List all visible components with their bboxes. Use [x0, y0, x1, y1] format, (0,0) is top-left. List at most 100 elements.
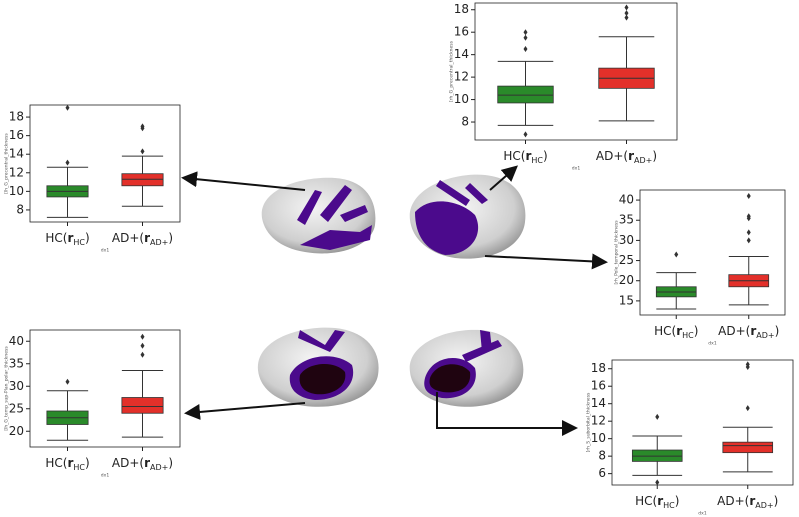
y-axis-label: [lh_G_temp_sup-Plan_polar_thickness: [4, 346, 10, 431]
outlier: [674, 251, 679, 258]
box-chart: 8 10 12 14 16 18 [rh_G_precentral_thickness HC(…: [449, 2, 678, 172]
outlier: [624, 10, 629, 17]
box: [722, 441, 774, 454]
y-tick-label: 30: [619, 233, 634, 247]
x-tick-label-part: r: [749, 494, 755, 508]
outlier: [746, 213, 751, 220]
x-tick-label-part: HC: [73, 238, 85, 247]
x-tick-label: HC(rHC): [654, 324, 698, 341]
y-tick-label: 25: [619, 253, 634, 267]
x-tick-label-part: r: [144, 231, 150, 245]
plot-frame: [29, 104, 181, 223]
x-axis-label: dx1: [708, 341, 717, 347]
y-tick-label: 14: [9, 147, 24, 161]
plot-frame: [29, 329, 181, 448]
x-tick-label: HC(rHC): [45, 456, 89, 473]
y-tick-label: 25: [9, 401, 24, 415]
outlier: [745, 361, 750, 368]
x-tick-label-part: ): [168, 231, 173, 245]
y-tick-label: 20: [9, 424, 24, 438]
y-tick-label: 10: [9, 184, 24, 198]
y-tick-label: 8: [461, 115, 469, 129]
outlier: [655, 479, 660, 486]
x-tick-label-part: ): [675, 494, 680, 508]
x-tick-label-part: ): [694, 324, 699, 338]
x-tick-label-part: AD+(: [112, 231, 144, 245]
outlier: [624, 14, 629, 21]
x-axis-label: dx1: [572, 166, 581, 172]
x-axis-label: dx1: [698, 511, 707, 517]
x-tick-label-part: ): [85, 456, 90, 470]
y-tick-label: 20: [619, 273, 634, 287]
x-tick-label-part: HC(: [654, 324, 676, 338]
arrow: [184, 402, 306, 420]
y-tick-label: 35: [9, 356, 24, 370]
x-tick-label-part: HC: [682, 331, 694, 340]
x-tick-label-part: ): [775, 324, 780, 338]
x-tick-label-part: AD+(: [596, 149, 628, 163]
x-tick-label-part: AD+: [756, 331, 774, 340]
y-axis-label: [lh_G_precentral_thickness: [4, 133, 10, 194]
brain-left-medial: [257, 327, 379, 407]
outlier: [655, 413, 660, 420]
x-tick-label-part: AD+: [634, 156, 652, 165]
y-axis-label: [rh_Pole_temporal_thickness: [614, 220, 620, 285]
outlier: [523, 131, 528, 138]
y-tick-label: 10: [591, 431, 606, 445]
brain-right-lateral: [409, 174, 526, 259]
outlier: [746, 237, 751, 244]
x-tick-label-part: AD+(: [718, 324, 750, 338]
outlier: [746, 193, 751, 200]
y-axis-label: [rh_G_precentral_thickness: [449, 40, 455, 102]
box-chart: 20 25 30 35 40[lh_G_temp_sup-Plan_polar_thic…: [4, 329, 181, 479]
y-tick-label: 18: [591, 361, 606, 375]
x-tick-label-part: AD+: [755, 501, 773, 510]
x-tick-label-part: AD+: [150, 238, 168, 247]
y-tick-label: 40: [9, 334, 24, 348]
outlier: [745, 405, 750, 412]
y-tick-label: 6: [598, 466, 606, 480]
x-tick-label: HC(rHC): [503, 149, 547, 166]
outlier: [140, 148, 145, 155]
y-tick-label: 16: [454, 25, 469, 39]
outlier: [140, 351, 145, 358]
box: [497, 85, 554, 104]
x-tick-label-part: HC: [531, 156, 543, 165]
y-tick-label: 35: [619, 213, 634, 227]
outlier: [65, 378, 70, 385]
y-tick-label: 18: [454, 2, 469, 16]
x-tick-label-part: HC(: [45, 456, 67, 470]
x-tick-label: HC(rHC): [635, 494, 679, 511]
box-chart: 15 20 25 30 35 40 [rh_Pole_temporal_thickness H…: [614, 189, 786, 347]
x-tick-label: AD+(rAD+): [718, 324, 779, 341]
x-tick-label-part: AD+(: [112, 456, 144, 470]
y-tick-label: 10: [454, 92, 469, 106]
arrow: [484, 253, 608, 270]
outlier: [140, 342, 145, 349]
x-tick-label-part: r: [144, 456, 150, 470]
x-tick-label-part: r: [676, 324, 682, 338]
x-tick-label-part: HC(: [503, 149, 525, 163]
y-tick-label: 14: [454, 47, 469, 61]
arrow: [181, 171, 306, 191]
y-tick-label: 8: [16, 202, 24, 216]
x-tick-label-part: ): [168, 456, 173, 470]
x-tick-label-part: r: [67, 231, 73, 245]
x-tick-label-part: r: [657, 494, 663, 508]
arrows: [181, 165, 608, 436]
x-tick-label-part: HC: [663, 501, 675, 510]
x-tick-label: AD+(rAD+): [112, 456, 173, 473]
x-tick-label-part: HC(: [45, 231, 67, 245]
y-tick-label: 8: [598, 449, 606, 463]
x-tick-label: AD+(rAD+): [717, 494, 778, 511]
x-tick-label-part: ): [85, 231, 90, 245]
x-tick-label-part: r: [750, 324, 756, 338]
arrow: [489, 165, 519, 191]
outlier: [523, 34, 528, 41]
outlier: [624, 4, 629, 11]
arrow: [436, 392, 578, 436]
brain-left-lateral: [261, 177, 376, 254]
y-tick-label: 12: [454, 70, 469, 84]
plot-frame: [611, 359, 794, 486]
y-tick-label: 16: [9, 128, 24, 142]
